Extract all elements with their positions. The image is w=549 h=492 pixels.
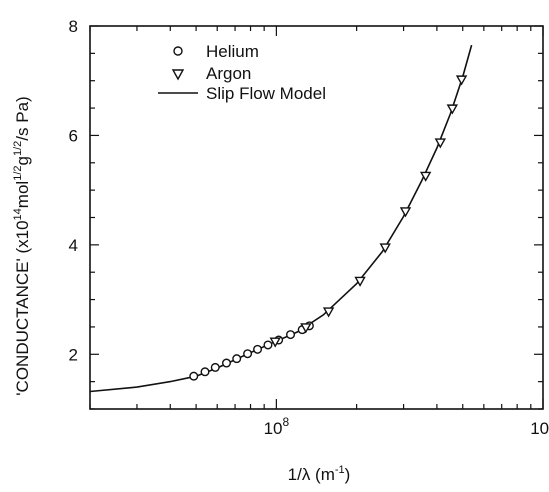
argon-point — [419, 171, 432, 182]
legend-argon-marker — [171, 69, 185, 81]
helium-point — [263, 340, 273, 350]
argon-point — [269, 337, 281, 348]
y-tick-label: 6 — [69, 126, 78, 145]
y-tick-label: 4 — [69, 236, 78, 255]
argon-point — [300, 323, 312, 334]
x-tick-label: 109 — [530, 415, 549, 438]
argon-point — [379, 243, 391, 254]
y-tick-label: 2 — [69, 345, 78, 364]
helium-point — [210, 362, 220, 372]
helium-point — [253, 344, 263, 354]
helium-point — [200, 367, 210, 377]
x-tick-label: 108 — [264, 415, 290, 438]
plot-layer: 2 4 6 8 108 109 — [69, 17, 549, 438]
y-tick-label: 8 — [69, 17, 78, 36]
helium-point — [243, 349, 253, 359]
legend-helium-label: Helium — [206, 42, 259, 61]
argon-point — [399, 207, 412, 218]
legend-argon-label: Argon — [206, 64, 251, 83]
argon-point — [446, 104, 459, 115]
argon-point — [434, 138, 447, 149]
y-axis-label: 'CONDUCTANCE' (x1014mol1/2g1/2/s Pa) — [12, 96, 32, 395]
legend-helium-marker — [173, 46, 183, 56]
slip-flow-model-curve — [89, 44, 473, 393]
legend-slip-flow-label: Slip Flow Model — [206, 84, 326, 103]
legend: Helium Argon Slip Flow Model — [158, 42, 326, 103]
argon-point — [322, 307, 335, 318]
helium-point — [232, 354, 242, 364]
helium-point — [286, 330, 296, 340]
helium-point — [189, 371, 199, 381]
argon-point — [354, 276, 366, 287]
x-axis-label: 1/λ (m-1) — [288, 464, 351, 484]
argon-point — [455, 75, 468, 86]
helium-point — [221, 358, 231, 368]
